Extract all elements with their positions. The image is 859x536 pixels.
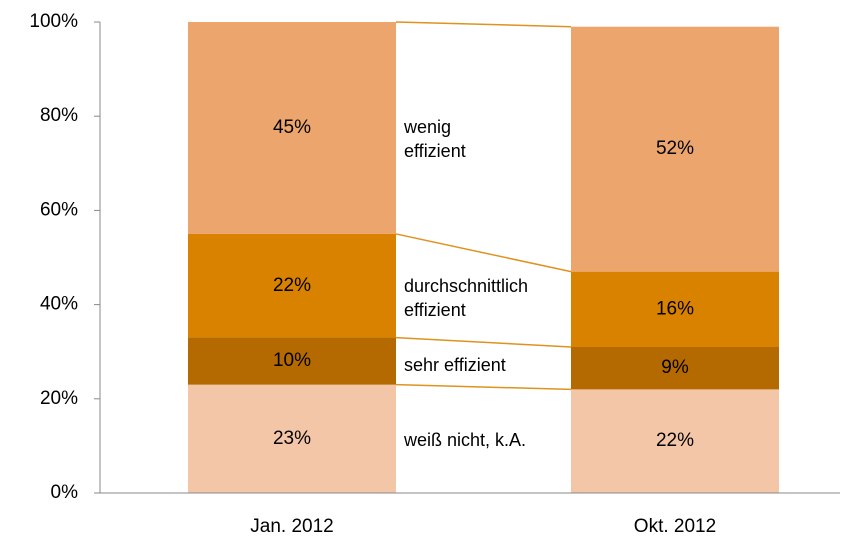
y-tick-label: 40% [40, 294, 78, 315]
y-tick-label: 60% [40, 199, 78, 220]
legend-label: weiß nicht, k.A. [404, 430, 527, 450]
data-label: 9% [661, 357, 689, 378]
data-label: 22% [273, 275, 311, 296]
connector [395, 233, 572, 273]
data-label: 10% [273, 350, 311, 371]
data-label: 52% [656, 138, 694, 159]
x-tick-label: Okt. 2012 [634, 516, 716, 536]
y-tick-label: 100% [29, 11, 78, 32]
y-tick-label: 80% [40, 105, 78, 126]
bar-segment [188, 337, 396, 385]
legend-label: sehr effizient [404, 354, 506, 375]
connector [395, 21, 572, 28]
bar-segment [188, 384, 396, 493]
bar-segment [571, 26, 779, 272]
bar-segment [571, 271, 779, 347]
connector [395, 336, 572, 348]
data-label: 45% [273, 117, 311, 138]
connector [395, 383, 572, 391]
y-tick-label: 20% [40, 388, 78, 409]
data-label: 16% [656, 298, 694, 319]
legend-label: wenig effizient [404, 116, 466, 161]
data-label: 23% [273, 428, 311, 449]
bar-segment [571, 346, 779, 390]
y-tick-label: 0% [51, 482, 79, 503]
bar-segment [188, 22, 396, 234]
data-label: 22% [656, 430, 694, 451]
x-tick-label: Jan. 2012 [250, 516, 333, 536]
bar-segment [571, 389, 779, 493]
legend-label: durchschnittlich effizient [404, 275, 529, 320]
bar-segment [188, 233, 396, 338]
